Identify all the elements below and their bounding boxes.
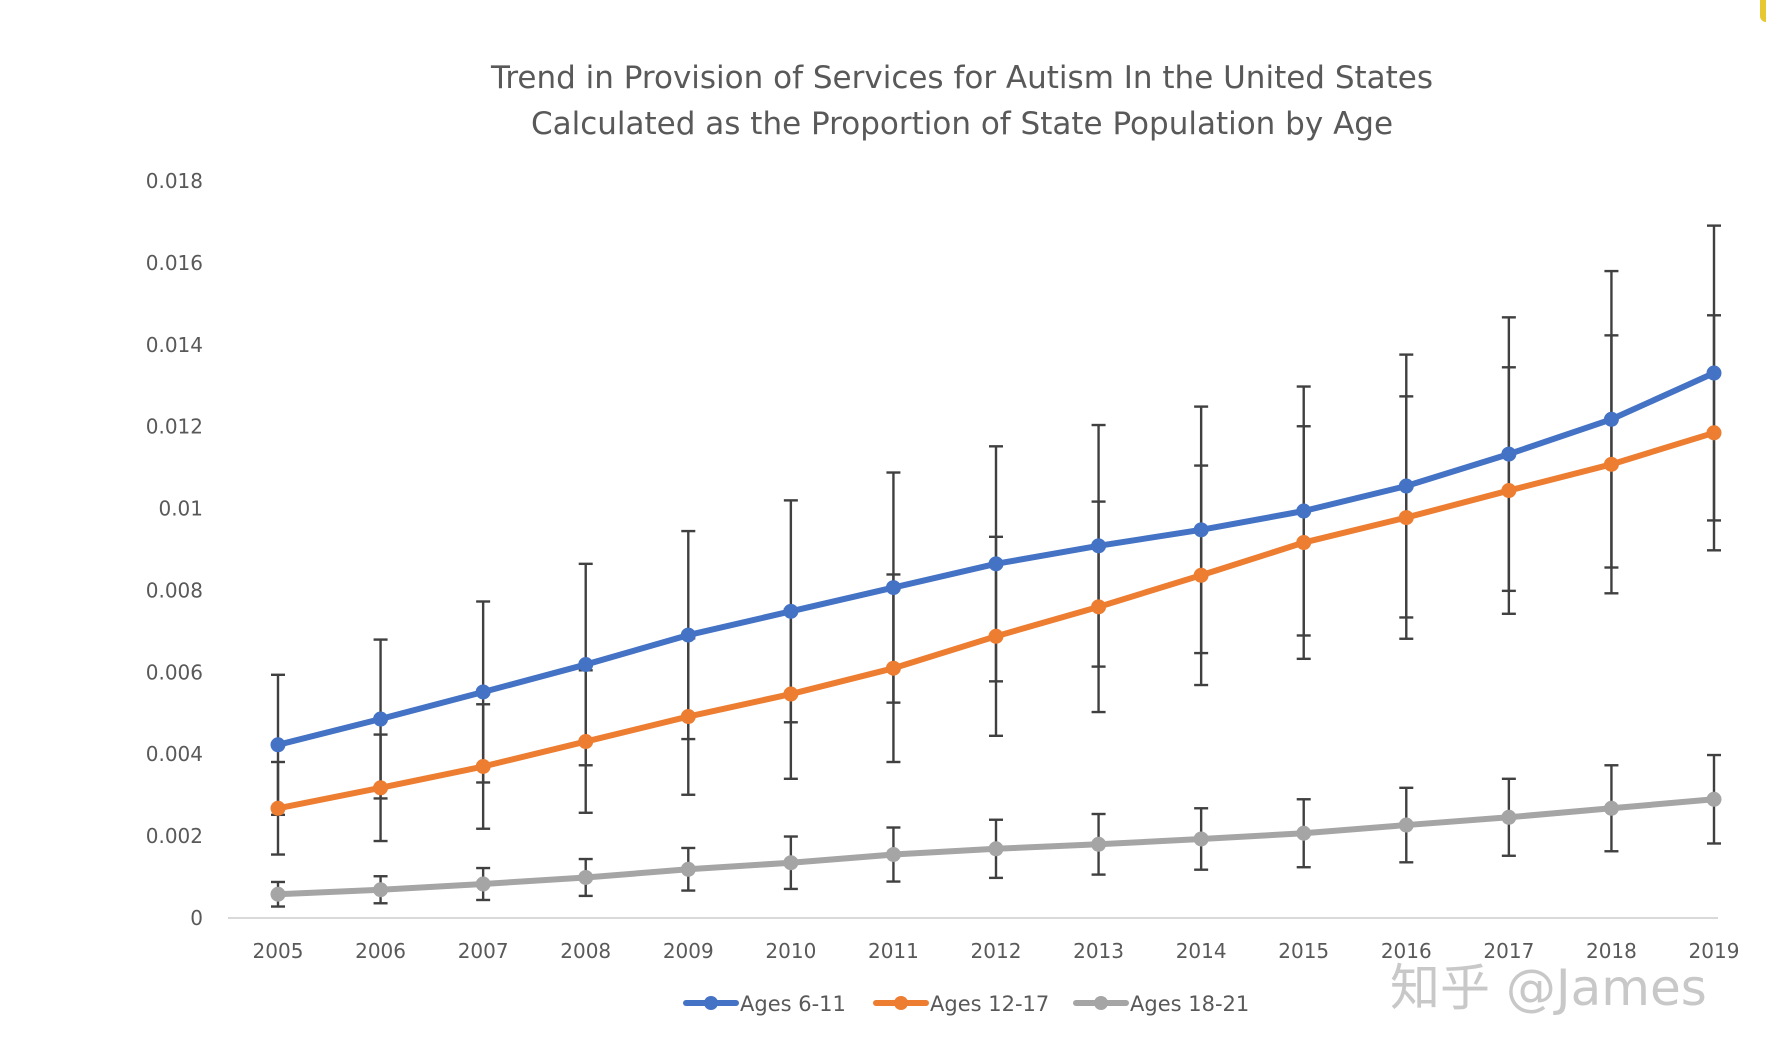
legend-label: Ages 18-21 bbox=[1130, 992, 1249, 1016]
corner-decoration bbox=[1760, 0, 1766, 22]
data-point bbox=[1706, 365, 1722, 381]
data-point bbox=[475, 759, 491, 775]
legend-item: Ages 6-11 bbox=[683, 992, 846, 1016]
data-point bbox=[1603, 800, 1619, 816]
x-tick-label: 2006 bbox=[355, 939, 406, 963]
data-point bbox=[1501, 483, 1517, 499]
series-lines bbox=[270, 365, 1722, 902]
watermark: 知乎 @James bbox=[1390, 959, 1707, 1017]
x-tick-label: 2019 bbox=[1689, 939, 1740, 963]
legend-item: Ages 18-21 bbox=[1073, 992, 1249, 1016]
data-point bbox=[1296, 535, 1312, 551]
y-tick-label: 0.01 bbox=[158, 497, 203, 521]
data-point bbox=[270, 886, 286, 902]
data-point bbox=[1296, 503, 1312, 519]
x-tick-label: 2012 bbox=[971, 939, 1022, 963]
data-point bbox=[1501, 446, 1517, 462]
x-tick-label: 2010 bbox=[765, 939, 816, 963]
x-tick-label: 2015 bbox=[1278, 939, 1329, 963]
data-point bbox=[885, 660, 901, 676]
legend-swatch-marker bbox=[1094, 996, 1108, 1010]
chart-title-line-1: Trend in Provision of Services for Autis… bbox=[490, 60, 1433, 96]
y-tick-label: 0.002 bbox=[146, 824, 203, 848]
data-point bbox=[1193, 831, 1209, 847]
data-point bbox=[578, 657, 594, 673]
data-point bbox=[783, 686, 799, 702]
data-point bbox=[578, 734, 594, 750]
data-point bbox=[988, 841, 1004, 857]
y-tick-label: 0.006 bbox=[146, 660, 203, 684]
data-point bbox=[1501, 809, 1517, 825]
data-point bbox=[1706, 791, 1722, 807]
x-tick-label: 2005 bbox=[253, 939, 304, 963]
data-point bbox=[1193, 522, 1209, 538]
x-tick-label: 2008 bbox=[560, 939, 611, 963]
y-tick-label: 0.014 bbox=[146, 333, 203, 357]
y-tick-label: 0.012 bbox=[146, 415, 203, 439]
x-axis: 2005 2006 2007 2008 2009 2010 2011 2012 2013 2014… bbox=[253, 939, 1740, 963]
data-point bbox=[270, 737, 286, 753]
y-tick-label: 0.018 bbox=[146, 169, 203, 193]
data-point bbox=[1398, 817, 1414, 833]
data-point bbox=[578, 869, 594, 885]
x-tick-label: 2007 bbox=[458, 939, 509, 963]
data-point bbox=[475, 684, 491, 700]
data-point bbox=[1603, 411, 1619, 427]
data-point bbox=[1398, 510, 1414, 526]
chart-title: Trend in Provision of Services for Autis… bbox=[490, 60, 1433, 142]
data-point bbox=[1091, 836, 1107, 852]
data-point bbox=[680, 627, 696, 643]
data-point bbox=[885, 580, 901, 596]
data-point bbox=[988, 556, 1004, 572]
y-tick-label: 0.008 bbox=[146, 578, 203, 602]
x-tick-label: 2014 bbox=[1176, 939, 1227, 963]
data-point bbox=[1603, 456, 1619, 472]
y-axis: 0 0.002 0.004 0.006 0.008 0.01 0.012 0.014 0.016… bbox=[146, 169, 203, 930]
data-point bbox=[988, 628, 1004, 644]
data-point bbox=[680, 861, 696, 877]
legend-swatch-marker bbox=[894, 996, 908, 1010]
legend: Ages 6-11 Ages 12-17 Ages 18-21 bbox=[683, 992, 1249, 1016]
y-tick-label: 0 bbox=[190, 906, 203, 930]
y-tick-label: 0.016 bbox=[146, 251, 203, 275]
data-point bbox=[783, 603, 799, 619]
series-ages-6-11 bbox=[270, 365, 1722, 753]
legend-label: Ages 6-11 bbox=[740, 992, 846, 1016]
data-point bbox=[680, 709, 696, 725]
data-point bbox=[373, 780, 389, 796]
x-tick-label: 2013 bbox=[1073, 939, 1124, 963]
x-tick-label: 2018 bbox=[1586, 939, 1637, 963]
data-point bbox=[373, 882, 389, 898]
data-point bbox=[885, 847, 901, 863]
data-point bbox=[783, 855, 799, 871]
data-point bbox=[1706, 425, 1722, 441]
data-point bbox=[1091, 599, 1107, 615]
x-tick-label: 2017 bbox=[1483, 939, 1534, 963]
data-point bbox=[1296, 825, 1312, 841]
legend-item: Ages 12-17 bbox=[873, 992, 1049, 1016]
x-tick-label: 2009 bbox=[663, 939, 714, 963]
data-point bbox=[373, 711, 389, 727]
x-tick-label: 2011 bbox=[868, 939, 919, 963]
legend-swatch-marker bbox=[704, 996, 718, 1010]
series-ages-18-21 bbox=[270, 791, 1722, 902]
data-point bbox=[1398, 478, 1414, 494]
data-point bbox=[1091, 538, 1107, 554]
y-tick-label: 0.004 bbox=[146, 742, 203, 766]
data-point bbox=[475, 876, 491, 892]
legend-label: Ages 12-17 bbox=[930, 992, 1049, 1016]
x-tick-label: 2016 bbox=[1381, 939, 1432, 963]
chart-title-line-2: Calculated as the Proportion of State Po… bbox=[531, 106, 1393, 142]
data-point bbox=[270, 800, 286, 816]
data-point bbox=[1193, 567, 1209, 583]
series-ages-12-17 bbox=[270, 425, 1722, 816]
